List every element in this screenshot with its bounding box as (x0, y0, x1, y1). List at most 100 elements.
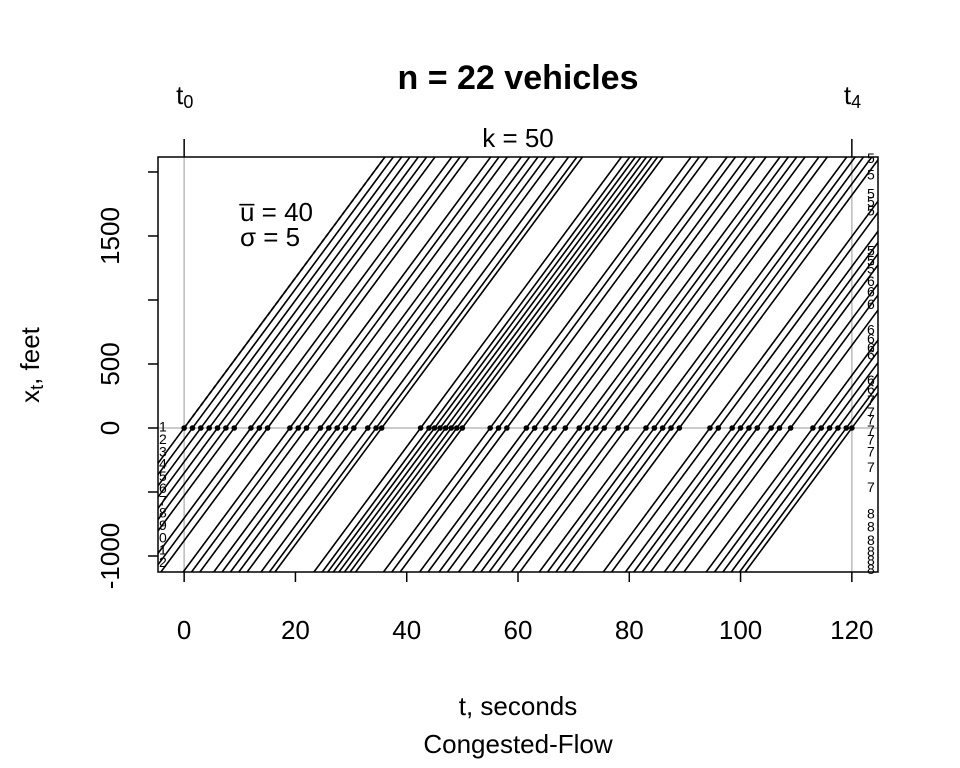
subtitle: Congested-Flow (423, 729, 613, 759)
vehicle-label: 5 (867, 167, 875, 183)
x-axis-label: t, seconds (459, 691, 578, 721)
x-tick-label: 100 (719, 615, 762, 645)
trajectory (399, 157, 709, 572)
crossing-dot (206, 425, 212, 431)
trajectory (349, 157, 659, 572)
trajectory (246, 157, 556, 572)
trajectory (457, 157, 767, 572)
trajectory (602, 199, 878, 572)
vehicle-label: 1 (159, 419, 167, 435)
crossing-dot (378, 425, 385, 431)
trajectory (538, 157, 848, 572)
crossing-dot (453, 425, 460, 431)
trajectory (158, 157, 386, 465)
crossing-dot (295, 425, 302, 431)
trajectory (496, 157, 806, 572)
crossing-dot (317, 425, 324, 431)
vehicle-label: 2 (159, 554, 167, 570)
crossing-dot (431, 425, 438, 431)
crossing-dot (364, 425, 371, 431)
crossing-dot (326, 425, 332, 431)
vehicle-label: 5 (867, 150, 875, 166)
crossing-dot (615, 425, 621, 431)
trajectory (182, 157, 492, 572)
trajectory (488, 157, 798, 572)
vehicle-label: 7 (867, 431, 875, 447)
vehicle-label: 4 (159, 456, 167, 472)
sd-annotation: σ = 5 (240, 222, 300, 252)
crossing-dot (342, 425, 349, 431)
x-tick-label: 80 (615, 615, 644, 645)
crossing-dot (551, 425, 557, 431)
trajectory (672, 293, 878, 572)
vehicle-label: 5 (867, 252, 875, 268)
trajectory (343, 157, 653, 572)
trajectory (313, 157, 623, 572)
vehicle-label: 6 (867, 381, 875, 397)
trajectory (229, 157, 539, 572)
x-tick-label: 60 (504, 615, 533, 645)
vehicle-label: 5 (867, 261, 875, 277)
top-tick-main: t (176, 80, 184, 110)
crossing-dot (651, 425, 658, 431)
mean-speed-annotation: u̅ = 40 (239, 197, 313, 227)
crossing-dot (737, 425, 744, 431)
crossing-dot (223, 425, 229, 431)
crossing-dot (523, 425, 530, 431)
vehicle-label: 7 (159, 492, 167, 508)
crossing-dot (668, 425, 674, 431)
vehicle-label: 8 (867, 561, 875, 577)
vehicle-label: 8 (867, 532, 875, 548)
trajectory (260, 157, 570, 572)
crossing-dot (495, 425, 502, 431)
vehicle-label: 8 (159, 505, 167, 521)
crossing-dot (584, 425, 591, 431)
crossing-dot (504, 425, 510, 431)
trajectory (649, 263, 878, 572)
trajectory (572, 158, 878, 572)
crossing-dot (442, 425, 449, 431)
crossing-dot (768, 425, 774, 431)
trajectory (213, 157, 522, 572)
crossing-dot (189, 425, 196, 431)
crossing-dot (754, 425, 761, 431)
crossing-dot (729, 425, 736, 431)
crossing-dot (487, 425, 493, 431)
vehicle-label: 6 (867, 346, 875, 362)
top-tick-main: t (844, 80, 852, 110)
trajectory (158, 157, 453, 555)
trajectory (391, 157, 700, 572)
y-tick-label: 1500 (95, 207, 125, 265)
trajectory (382, 157, 692, 572)
y-label-main: x (15, 390, 45, 403)
vehicle-label: 6 (867, 296, 875, 312)
trajectory (480, 157, 789, 572)
crossing-dot (810, 425, 816, 431)
trajectory (355, 157, 664, 572)
trajectory (427, 157, 737, 572)
vehicle-label: 6 (867, 321, 875, 337)
crossing-dot (562, 425, 569, 431)
trajectory (321, 157, 631, 572)
vehicle-label: 7 (867, 412, 875, 428)
top-tick-sub: 4 (851, 92, 861, 112)
crossing-dot (287, 425, 293, 431)
trajectory (158, 157, 428, 521)
trajectory (510, 157, 820, 572)
trajectory (158, 157, 419, 510)
x-tick-label: 20 (281, 615, 310, 645)
crossing-dot (643, 425, 649, 431)
vehicle-label: 6 (867, 284, 875, 300)
crossing-dot (593, 425, 599, 431)
trajectory (221, 157, 531, 572)
vehicle-label: 6 (867, 372, 875, 388)
trajectory (274, 157, 584, 572)
top-tick-label: t0 (176, 80, 193, 112)
trajectory (438, 157, 748, 572)
x-tick-label: 0 (177, 615, 191, 645)
crossing-dot (373, 425, 379, 431)
crossing-dot (576, 425, 583, 431)
trajectory (683, 308, 878, 572)
vehicle-label: 6 (159, 480, 167, 496)
